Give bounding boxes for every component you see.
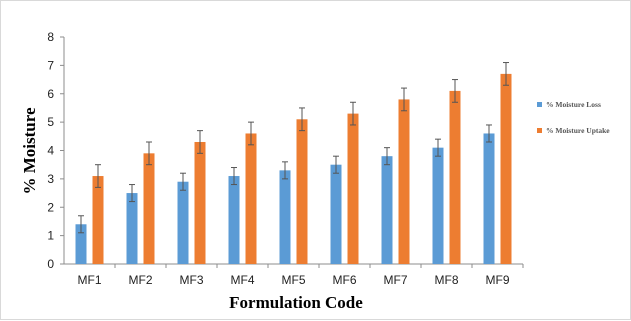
bar-moisture-loss-mf3 xyxy=(177,181,189,264)
y-axis-title: % Moisture xyxy=(20,107,39,194)
x-tick-label-mf1: MF1 xyxy=(78,273,102,287)
bar-moisture-loss-mf5 xyxy=(279,170,291,264)
y-tick-label: 7 xyxy=(47,58,54,72)
x-tick-label-mf2: MF2 xyxy=(129,273,153,287)
bar-moisture-loss-mf7 xyxy=(381,156,393,264)
legend-label-1: % Moisture Uptake xyxy=(546,126,610,135)
bar-moisture-uptake-mf7 xyxy=(398,99,410,264)
y-tick-label: 4 xyxy=(47,144,54,158)
y-axis-title-group: % Moisture xyxy=(20,107,39,194)
bar-moisture-loss-mf8 xyxy=(432,147,444,264)
x-tick-label-mf6: MF6 xyxy=(333,273,357,287)
bar-moisture-loss-mf9 xyxy=(483,133,495,264)
x-tick-label-mf9: MF9 xyxy=(486,273,510,287)
y-tick-label: 6 xyxy=(47,87,54,101)
x-tick-label-mf3: MF3 xyxy=(180,273,204,287)
bar-moisture-uptake-mf5 xyxy=(296,119,308,264)
x-tick-label-mf5: MF5 xyxy=(282,273,306,287)
x-axis-title: Formulation Code xyxy=(229,293,363,312)
x-tick-label-mf7: MF7 xyxy=(384,273,408,287)
x-tick-label-mf8: MF8 xyxy=(435,273,459,287)
y-tick-label: 8 xyxy=(47,30,54,44)
plot-area: 0 1 2 3 4 5 6 7 8 MF1 MF2 MF3 MF4 MF5 MF6 MF7 MF8 MF9 xyxy=(47,30,524,287)
bar-moisture-uptake-mf8 xyxy=(449,90,461,264)
bar-moisture-uptake-mf6 xyxy=(347,113,359,264)
bar-moisture-uptake-mf2 xyxy=(143,153,155,264)
bar-moisture-loss-mf2 xyxy=(126,193,138,264)
y-tick-label: 0 xyxy=(47,257,54,271)
bar-moisture-uptake-mf9 xyxy=(500,73,512,264)
bar-moisture-uptake-mf4 xyxy=(245,133,257,264)
legend-swatch-1 xyxy=(537,128,542,133)
bar-moisture-uptake-mf1 xyxy=(92,176,104,264)
y-tick-label: 3 xyxy=(47,172,54,186)
bar-moisture-loss-mf1 xyxy=(75,224,87,264)
x-tick-label-mf4: MF4 xyxy=(231,273,255,287)
legend-swatch-0 xyxy=(537,102,542,107)
bar-moisture-uptake-mf3 xyxy=(194,141,206,264)
y-tick-label: 1 xyxy=(47,229,54,243)
legend-label-0: % Moisture Loss xyxy=(546,100,601,109)
bar-moisture-loss-mf4 xyxy=(228,176,240,264)
bar-moisture-loss-mf6 xyxy=(330,164,342,264)
y-tick-label: 2 xyxy=(47,200,54,214)
legend: % Moisture Loss % Moisture Uptake xyxy=(537,100,610,135)
y-tick-label: 5 xyxy=(47,115,54,129)
